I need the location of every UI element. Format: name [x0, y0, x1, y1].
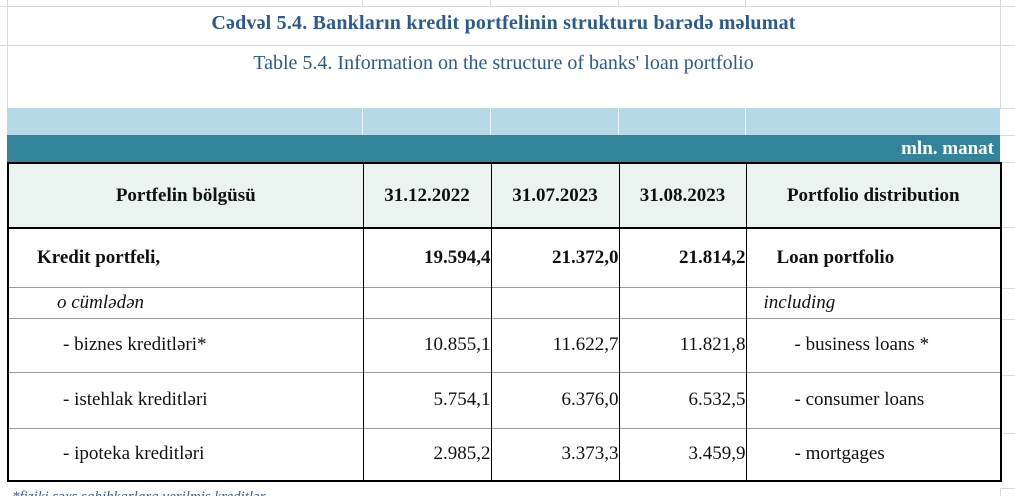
value-cell	[362, 286, 492, 318]
gridline	[1000, 319, 1015, 320]
row-label-en: - consumer loans	[745, 371, 1002, 428]
band-cell-divider	[745, 108, 746, 135]
footnote-text: *fiziki şəxs sahibkarlara verilmiş kredi…	[12, 489, 266, 496]
row-label-az: o cümlədən	[7, 286, 364, 318]
unit-band: mln. manat	[7, 135, 1000, 162]
value-cell: 2.985,2	[362, 427, 492, 481]
gridline	[618, 0, 619, 6]
gridline	[0, 45, 1015, 46]
gridline	[1000, 375, 1015, 376]
band-cell-divider	[490, 108, 491, 135]
value-cell: 3.459,9	[618, 427, 747, 481]
row-label-en: Loan portfolio	[745, 228, 1002, 287]
loan-portfolio-table: Portfelin bölgüsü 31.12.2022 31.07.2023 …	[7, 162, 1002, 482]
value-cell	[618, 286, 747, 318]
row-label-az: - ipoteka kreditləri	[7, 427, 364, 481]
header-portfolio-en: Portfolio distribution	[745, 163, 1002, 229]
table-title-az: Cədvəl 5.4. Bankların kredit portfelinin…	[211, 12, 796, 34]
gridline	[1000, 108, 1015, 109]
gridline	[1000, 162, 1015, 163]
value-cell	[490, 286, 620, 318]
row-label-az: - istehlak kreditləri	[7, 371, 364, 428]
spacer-band	[7, 108, 1000, 135]
gridline	[0, 6, 1015, 7]
table-row-loan-portfolio: Kredit portfeli, 19.594,4 21.372,0 21.81…	[7, 228, 1002, 287]
gridline	[7, 0, 8, 108]
header-date-2: 31.07.2023	[490, 163, 620, 229]
value-cell: 21.372,0	[490, 228, 620, 287]
gridline	[1000, 288, 1015, 289]
row-label-az: - biznes kreditləri*	[7, 317, 364, 372]
gridline	[1000, 227, 1015, 228]
table-row-mortgages: - ipoteka kreditləri 2.985,2 3.373,3 3.4…	[7, 427, 1002, 481]
row-label-az: Kredit portfeli,	[7, 228, 364, 287]
gridline	[1000, 135, 1015, 136]
value-cell: 21.814,2	[618, 228, 747, 287]
value-cell: 19.594,4	[362, 228, 492, 287]
gridline	[1000, 433, 1015, 434]
value-cell: 11.821,8	[618, 317, 747, 372]
value-cell: 6.376,0	[490, 371, 620, 428]
value-cell: 3.373,3	[490, 427, 620, 481]
unit-label: mln. manat	[901, 138, 994, 159]
value-cell: 5.754,1	[362, 371, 492, 428]
band-cell-divider	[618, 108, 619, 135]
row-label-en: - mortgages	[745, 427, 1002, 481]
gridline	[1000, 488, 1001, 496]
value-cell: 6.532,5	[618, 371, 747, 428]
gridline	[362, 0, 363, 6]
value-cell: 10.855,1	[362, 317, 492, 372]
table-row-consumer-loans: - istehlak kreditləri 5.754,1 6.376,0 6.…	[7, 371, 1002, 428]
header-date-1: 31.12.2022	[362, 163, 492, 229]
gridline	[745, 0, 746, 6]
header-date-3: 31.08.2023	[618, 163, 747, 229]
table-row-including: o cümlədən including	[7, 286, 1002, 318]
header-portfolio-az: Portfelin bölgüsü	[7, 163, 364, 229]
gridline	[1000, 488, 1015, 489]
table-title-en: Table 5.4. Information on the structure …	[253, 52, 754, 74]
gridline	[1000, 0, 1001, 108]
row-label-en: - business loans *	[745, 317, 1002, 372]
band-cell-divider	[362, 108, 363, 135]
table-row-business-loans: - biznes kreditləri* 10.855,1 11.622,7 1…	[7, 317, 1002, 372]
row-label-en: including	[745, 286, 1002, 318]
value-cell: 11.622,7	[490, 317, 620, 372]
header-row: Portfelin bölgüsü 31.12.2022 31.07.2023 …	[7, 163, 1002, 229]
gridline	[490, 0, 491, 6]
